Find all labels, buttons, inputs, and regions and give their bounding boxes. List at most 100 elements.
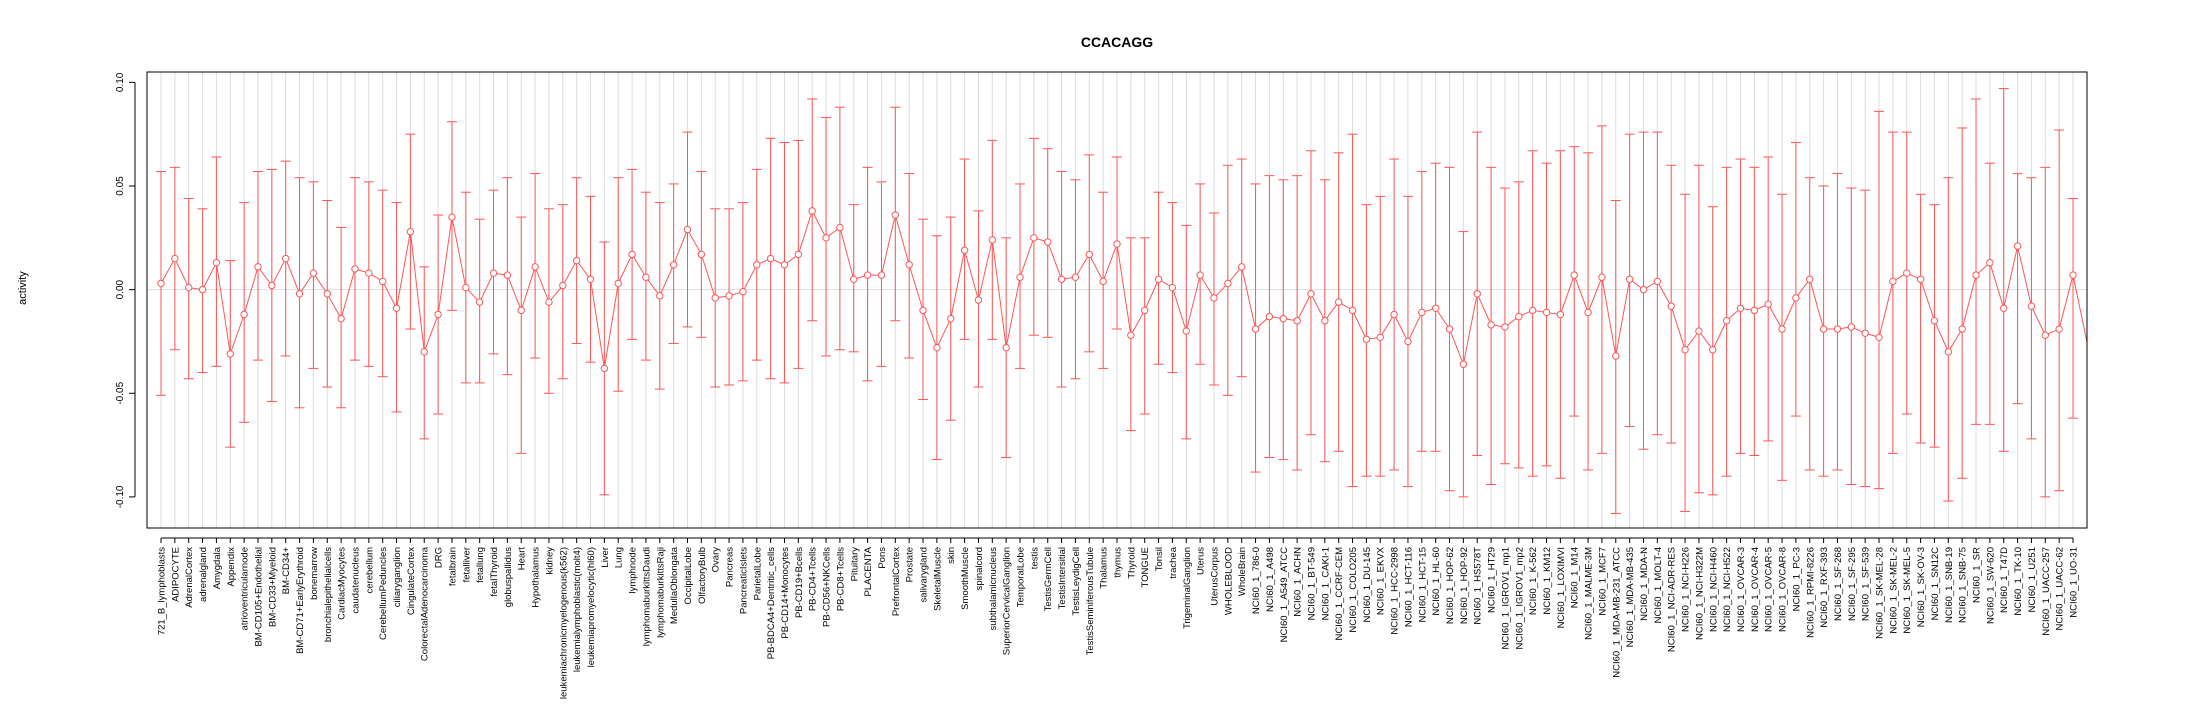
data-point xyxy=(863,271,872,279)
data-point xyxy=(697,250,706,259)
x-tick-label: NCI60_1_UACC-62 xyxy=(2055,547,2066,630)
data-point xyxy=(2027,302,2036,310)
error-bar xyxy=(2068,197,2078,419)
x-tick-label: NCI60_1_NCI-H322M xyxy=(1694,547,1705,640)
x-tick-label: NCI60_1_MOLT-4 xyxy=(1653,547,1664,623)
x-tick-label: NCI60_1_UO-31 xyxy=(2069,547,2080,618)
x-tick-label: TrigeminalGanglion xyxy=(1182,547,1193,629)
x-tick-label: NCI60_1_MDA-MB-231_ATCC xyxy=(1611,547,1622,678)
x-tick-label: NCI60_1_BT-549 xyxy=(1306,547,1317,620)
x-tick-label: NCI60_1_UACC-257 xyxy=(2041,547,2052,636)
data-point xyxy=(1889,277,1897,286)
x-tick-label: PrefrontalCortex xyxy=(891,547,902,616)
x-tick-label: SkeletalMuscle xyxy=(932,547,943,611)
x-tick-label: TemporalLobe xyxy=(1016,547,1027,607)
x-tick-label: Thyroid xyxy=(1126,547,1137,579)
data-point xyxy=(531,263,539,271)
x-tick-label: NCI60_1_NCI-H226 xyxy=(1681,547,1692,632)
data-point xyxy=(1445,325,1454,333)
data-point xyxy=(2069,271,2077,279)
x-tick-label: NCI60_1_MDA-N xyxy=(1639,547,1650,621)
data-point xyxy=(1473,290,1481,298)
x-tick-label: fetalbrain xyxy=(447,547,458,586)
x-tick-label: NCI60_1_HCT-15 xyxy=(1417,547,1428,623)
x-tick-label: skin xyxy=(946,547,957,564)
x-axis-category-labels: 721_B_lymphoblasts ADIPOCYTE AdrenalCortex… xyxy=(157,537,2080,699)
data-point xyxy=(1778,325,1786,333)
x-tick-label: Lung xyxy=(614,547,625,568)
data-point xyxy=(628,250,636,259)
error-bar xyxy=(1860,189,1871,488)
error-bar xyxy=(1943,177,1954,502)
data-point xyxy=(240,310,248,319)
x-tick-label: NCI60_1_NCI-H460 xyxy=(1708,547,1719,632)
data-point xyxy=(739,288,747,296)
x-tick-label: NCI60_1_786-0 xyxy=(1251,547,1262,614)
data-point xyxy=(1307,290,1315,298)
data-point xyxy=(1016,273,1024,281)
x-tick-label: NCI60_1_NCI-H522 xyxy=(1722,547,1733,632)
x-tick-label: BM-CD33+Myeloid xyxy=(267,547,278,627)
data-point xyxy=(1764,300,1772,308)
data-point xyxy=(808,207,816,215)
data-point xyxy=(1113,240,1121,248)
data-point xyxy=(1196,271,1204,279)
x-tick-label: NCI60_1_PC-3 xyxy=(1791,547,1802,611)
data-point xyxy=(1293,317,1301,325)
x-tick-label: Liver xyxy=(600,547,611,568)
data-point xyxy=(1916,275,1925,283)
data-point xyxy=(1667,302,1675,310)
x-tick-label: ColorectalAdenocarcinoma xyxy=(420,546,431,661)
data-point xyxy=(1653,277,1662,286)
data-point xyxy=(1154,275,1163,283)
data-point xyxy=(517,306,525,315)
data-point xyxy=(1376,333,1384,342)
x-tick-label: TestisSeminiferousTubule xyxy=(1085,547,1096,655)
data-point xyxy=(462,283,470,292)
data-point xyxy=(586,275,595,283)
data-point xyxy=(545,298,553,306)
x-tick-label: NCI60_1_SW-620 xyxy=(1985,547,1996,624)
data-point xyxy=(171,254,179,263)
data-point xyxy=(323,290,331,298)
data-point xyxy=(919,306,927,315)
data-point xyxy=(1057,275,1066,283)
data-point xyxy=(1210,294,1218,302)
x-tick-label: ADIPOCYTE xyxy=(170,547,181,602)
data-point xyxy=(406,227,415,236)
data-point xyxy=(489,269,498,277)
data-point xyxy=(2000,304,2008,312)
data-point xyxy=(1099,277,1107,286)
x-tick-label: UterusCorpus xyxy=(1209,547,1220,606)
data-point xyxy=(822,234,830,242)
x-tick-label: NCI60_1_MDA-MB-435 xyxy=(1625,547,1636,647)
x-tick-label: NCI60_1_SNB-19 xyxy=(1944,547,1955,623)
x-tick-label: NCI60_1_SK-OV-3 xyxy=(1916,547,1927,627)
error-bar xyxy=(1929,204,1940,448)
data-point xyxy=(226,350,234,358)
x-tick-label: bonemarrow xyxy=(309,547,320,600)
x-tick-label: PLACENTA xyxy=(863,546,874,596)
y-tick-label: -0.05 xyxy=(115,381,126,404)
x-tick-label: NCI60_1_A549_ATCC xyxy=(1279,547,1290,643)
data-point xyxy=(1875,333,1883,342)
x-tick-label: globuspallidus xyxy=(503,547,514,607)
data-point xyxy=(753,261,761,269)
data-point xyxy=(614,279,622,288)
data-point xyxy=(1071,273,1080,281)
x-tick-label: NCI60_1_SR xyxy=(1972,547,1983,603)
x-tick-label: DRG xyxy=(434,547,445,568)
x-tick-label: Tonsil xyxy=(1154,547,1165,571)
data-point xyxy=(1224,279,1232,288)
x-tick-label: TestisLeydigCell xyxy=(1071,547,1082,616)
x-tick-label: NCI60_1_HOP-92 xyxy=(1459,547,1470,624)
x-tick-label: leukemiapromyelocytic(hl60) xyxy=(586,547,597,667)
error-bar xyxy=(1790,141,1801,417)
data-point xyxy=(1556,310,1565,319)
data-point xyxy=(1612,352,1620,360)
x-tick-label: atrioventricularnode xyxy=(240,547,251,630)
data-point xyxy=(1833,325,1842,333)
x-tick-label: NCI60_1_A498 xyxy=(1265,547,1276,612)
data-point xyxy=(1570,271,1578,279)
x-tick-label: OccipitalLobe xyxy=(683,547,694,605)
